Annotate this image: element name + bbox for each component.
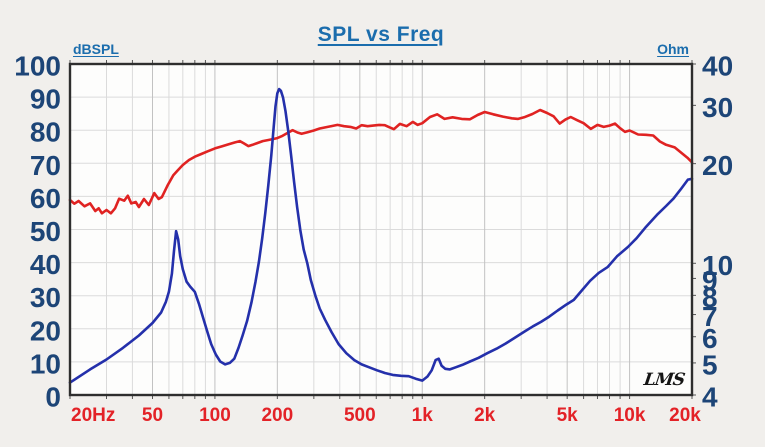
x-axis-tick-label: 5k (557, 405, 579, 426)
left-axis-tick-label: 20 (30, 315, 61, 346)
left-axis-tick-label: 10 (30, 348, 61, 379)
left-axis-tick-label: 70 (30, 150, 61, 181)
chart-title-text: SPL vs Freq (317, 23, 445, 46)
right-axis-tick-label: 5 (702, 349, 718, 380)
right-axis-tick-label: 10 (702, 250, 733, 281)
right-axis-tick-label: 20 (702, 150, 733, 181)
x-axis-tick-label: 100 (199, 405, 231, 426)
x-axis-tick-label: 1k (412, 405, 434, 426)
left-axis-unit-label: dBSPL (73, 41, 119, 57)
lms-logo: LMS (642, 370, 686, 390)
right-axis-tick-label: 6 (702, 323, 718, 354)
left-axis-tick-label: 50 (30, 216, 61, 247)
x-axis-tick-label: 200 (261, 405, 293, 426)
left-axis-tick-label: 0 (45, 382, 61, 413)
right-axis-tick-label: 9 (702, 265, 718, 296)
x-axis-tick-label: 2k (474, 405, 496, 426)
left-axis-tick-label: 100 (14, 51, 61, 82)
right-axis-tick-label: 4 (702, 382, 718, 413)
spl-curve (68, 108, 694, 215)
plot-frame (68, 62, 694, 397)
left-axis-tick-label: 60 (30, 183, 61, 214)
x-axis-tick-label: 10k (614, 405, 646, 426)
left-axis-tick-label: 90 (30, 84, 61, 115)
right-axis-tick-label: 7 (702, 301, 718, 332)
x-axis-tick-label: 50 (142, 405, 163, 426)
right-axis-tick-label: 30 (702, 92, 733, 123)
x-axis-tick-label: 20Hz (71, 405, 115, 426)
impedance-curve (68, 87, 694, 384)
right-axis-tick-label: 8 (702, 282, 718, 313)
chart-title: SPL vs Freq (70, 23, 692, 47)
left-axis-tick-label: 40 (30, 249, 61, 280)
right-axis-unit-label: Ohm (657, 41, 689, 57)
x-axis-tick-label: 20k (669, 405, 701, 426)
x-axis-tick-label: 500 (344, 405, 376, 426)
right-axis-tick-label: 40 (702, 51, 733, 82)
left-axis-tick-label: 80 (30, 117, 61, 148)
left-axis-tick-label: 30 (30, 282, 61, 313)
